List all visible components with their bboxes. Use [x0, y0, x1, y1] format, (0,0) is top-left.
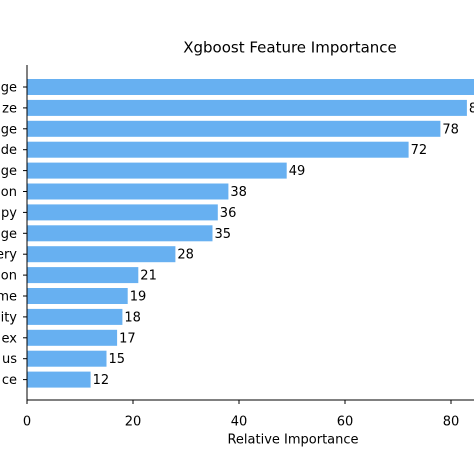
bar [27, 308, 123, 325]
x-axis-label: Relative Importance [227, 433, 358, 448]
value-label: 38 [230, 185, 247, 200]
bar [27, 288, 128, 304]
x-tick-label: 20 [125, 415, 142, 430]
bar [27, 183, 229, 200]
bar [27, 99, 467, 116]
y-tick-label: ery [0, 248, 17, 263]
y-tick-label: on [1, 185, 17, 200]
bar [27, 329, 118, 346]
chart-title: Xgboost Feature Importance [183, 39, 397, 57]
bar [27, 79, 474, 95]
y-tick-label: ity [1, 310, 18, 325]
value-label: 19 [130, 290, 147, 305]
y-tick-label: py [1, 206, 17, 221]
value-label: 36 [220, 206, 237, 221]
value-label: 21 [140, 269, 157, 284]
value-label: 12 [93, 373, 110, 388]
bar [27, 350, 107, 367]
x-tick-label: 80 [443, 415, 460, 430]
bar [27, 162, 287, 179]
value-label: 83 [469, 101, 474, 116]
y-tick-label: de [1, 143, 17, 158]
value-label: 35 [215, 227, 232, 242]
bar [27, 267, 139, 284]
y-tick-label: me [0, 290, 17, 305]
bar [27, 246, 176, 263]
bar [27, 204, 218, 221]
x-tick-label: 40 [231, 415, 248, 430]
bar [27, 225, 213, 242]
value-label: 72 [411, 143, 428, 158]
y-tick-label: us [2, 352, 17, 367]
y-tick-label: ge [1, 164, 17, 179]
bar [27, 120, 441, 137]
y-tick-label: ze [2, 101, 17, 116]
value-label: 28 [177, 248, 194, 263]
y-tick-label: ge [1, 227, 17, 242]
y-tick-label: on [1, 269, 17, 284]
value-label: 78 [442, 122, 459, 137]
y-tick-label: ge [1, 81, 17, 96]
y-tick-label: ex [2, 331, 18, 346]
value-label: 15 [109, 352, 126, 367]
y-tick-label: ce [2, 373, 17, 388]
bar [27, 371, 91, 388]
bar [27, 141, 409, 158]
value-label: 49 [289, 164, 306, 179]
y-tick-label: ge [1, 122, 17, 137]
x-tick-label: 0 [23, 415, 31, 430]
value-label: 18 [124, 310, 141, 325]
x-tick-label: 60 [337, 415, 354, 430]
value-label: 17 [119, 331, 136, 346]
